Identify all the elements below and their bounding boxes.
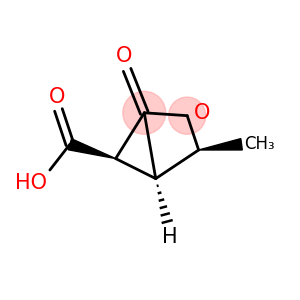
Text: HO: HO xyxy=(15,173,47,193)
Circle shape xyxy=(169,97,206,134)
Text: H: H xyxy=(162,227,178,247)
Text: O: O xyxy=(194,103,211,123)
Text: O: O xyxy=(116,46,132,66)
Polygon shape xyxy=(199,139,242,150)
Text: CH₃: CH₃ xyxy=(244,135,275,153)
Circle shape xyxy=(123,91,166,134)
Polygon shape xyxy=(68,139,116,159)
Text: O: O xyxy=(49,87,65,107)
